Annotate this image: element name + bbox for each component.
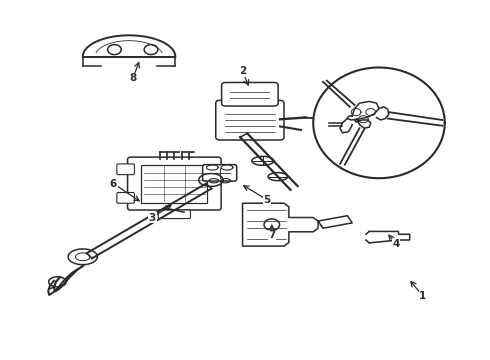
FancyBboxPatch shape [117, 164, 134, 175]
FancyBboxPatch shape [117, 193, 134, 203]
FancyBboxPatch shape [216, 100, 284, 140]
FancyBboxPatch shape [202, 165, 237, 181]
FancyBboxPatch shape [221, 82, 278, 106]
Text: 1: 1 [419, 291, 426, 301]
Text: 4: 4 [392, 239, 400, 249]
Text: 5: 5 [263, 195, 270, 204]
Text: 2: 2 [239, 66, 246, 76]
Text: 8: 8 [129, 73, 137, 83]
FancyBboxPatch shape [158, 210, 191, 219]
Text: 6: 6 [110, 179, 117, 189]
Text: 3: 3 [149, 212, 156, 222]
FancyBboxPatch shape [141, 165, 207, 203]
Text: 7: 7 [268, 230, 275, 240]
FancyBboxPatch shape [127, 157, 221, 210]
